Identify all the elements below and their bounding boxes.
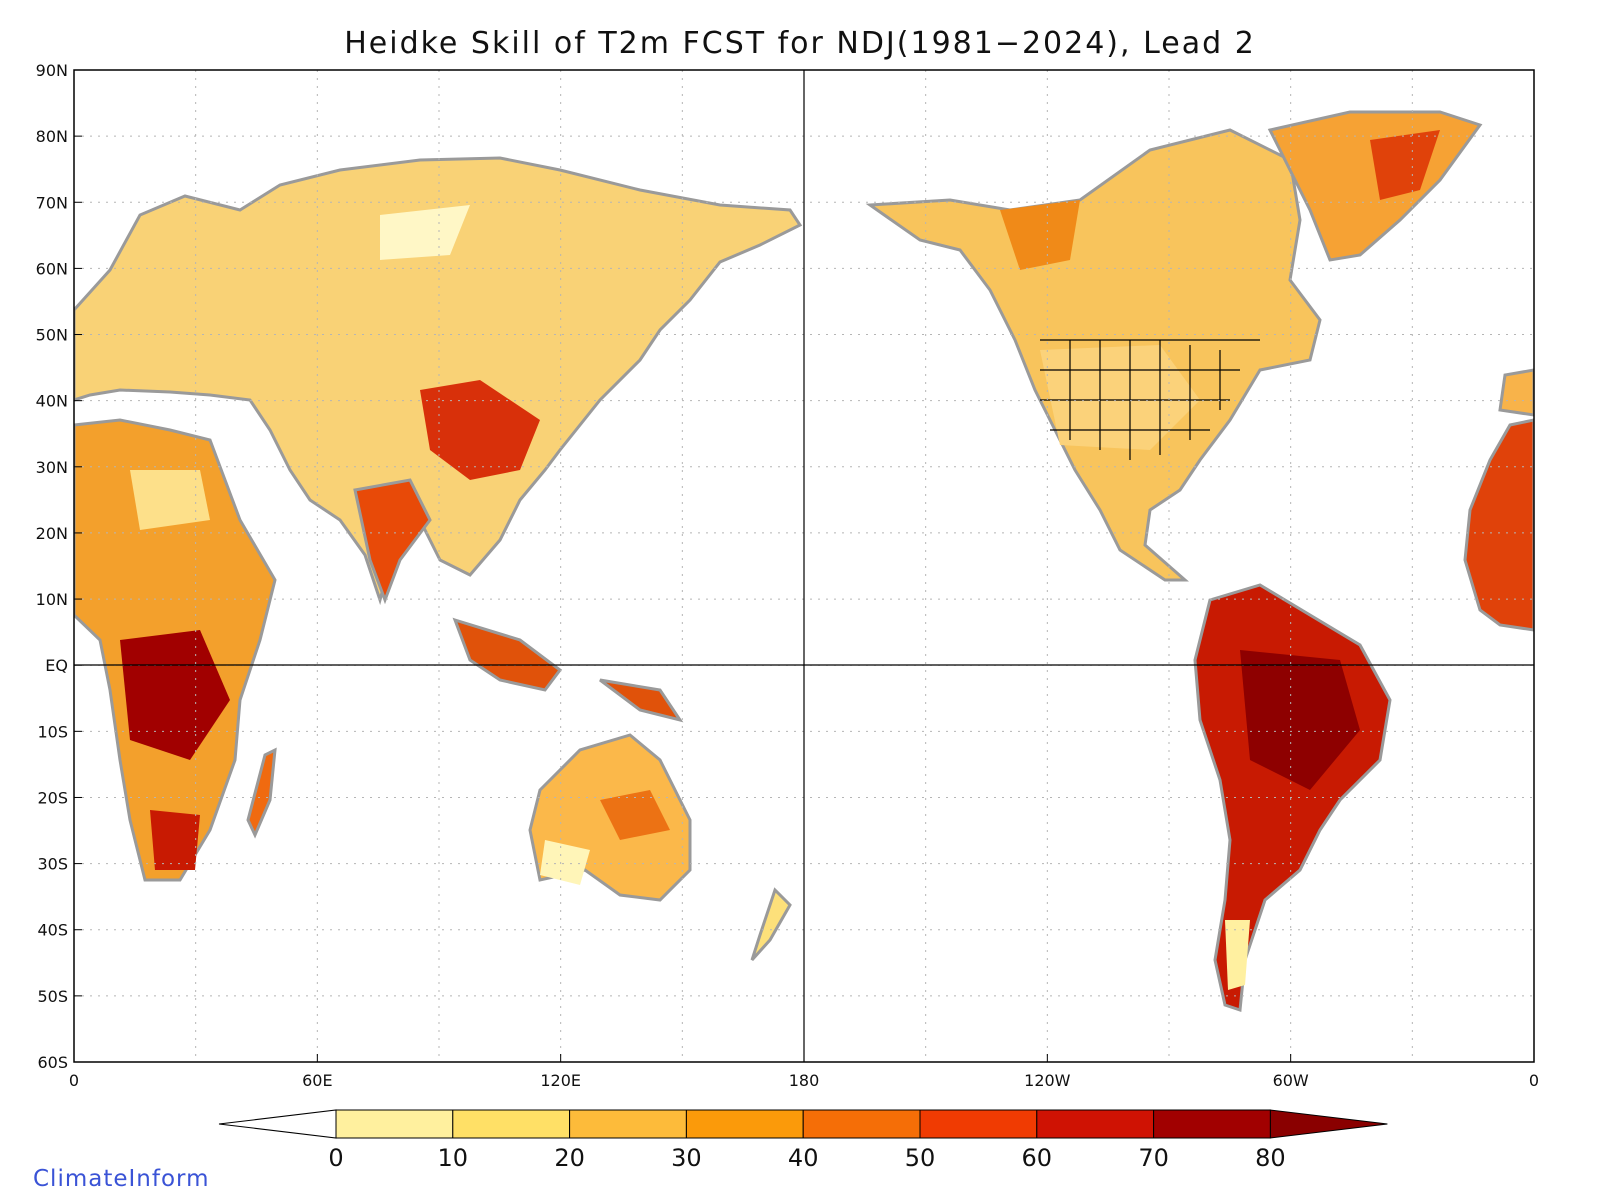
madagascar-land — [246, 747, 277, 839]
colorbar-label: 20 — [554, 1144, 585, 1172]
lat-tick-label: 30N — [36, 458, 68, 477]
skill-patch-canada-mid — [1000, 200, 1080, 270]
lat-tick-label: 70N — [36, 193, 68, 212]
latitude-labels: 90N 80N 70N 60N 50N 40N 30N 20N 10N EQ 10S 20S 30S 40… — [36, 61, 82, 1072]
colorbar-segment — [685, 1109, 804, 1139]
new-zealand-land — [750, 887, 792, 962]
lat-tick-label: 80N — [36, 127, 68, 146]
skill-patch-east-africa-high — [120, 630, 230, 760]
lat-tick-label: 30S — [37, 855, 68, 874]
skill-patch-sahara-mid — [130, 470, 210, 530]
lon-tick-label: 60E — [302, 1071, 332, 1090]
colorbar-label: 30 — [671, 1144, 702, 1172]
greenland-land — [1267, 110, 1483, 262]
colorbar-segment — [1153, 1109, 1271, 1139]
longitude-labels: 0 60E 120E 180 120W 60W 0 — [69, 1054, 1539, 1090]
colorbar-segment — [1036, 1109, 1155, 1139]
colorbar-underflow — [218, 1109, 337, 1139]
colorbar-segment — [335, 1109, 454, 1139]
maritime-continent-land — [452, 617, 684, 723]
colorbar-segment — [919, 1109, 1038, 1139]
india-land — [353, 478, 432, 605]
lat-tick-label: 90N — [36, 61, 68, 80]
lat-tick-label: 10S — [37, 722, 68, 741]
colorbar-label: 60 — [1022, 1144, 1053, 1172]
lat-tick-label: 40N — [36, 392, 68, 411]
colorbar-label: 40 — [788, 1144, 819, 1172]
skill-patch-patagonia-low — [1225, 920, 1250, 990]
lat-tick-label: 50N — [36, 326, 68, 345]
skill-patch-amazon-high — [1240, 650, 1360, 790]
lon-tick-label: 120W — [1024, 1071, 1071, 1090]
lat-tick-label: 50S — [37, 987, 68, 1006]
lat-tick-label: 20S — [37, 788, 68, 807]
lon-tick-label: 120E — [540, 1071, 581, 1090]
colorbar-label: 70 — [1138, 1144, 1169, 1172]
iberia-land-east — [1498, 368, 1534, 417]
skill-patch-siberia-low — [380, 205, 470, 260]
lon-tick-label: 180 — [789, 1071, 820, 1090]
colorbar: 0 10 20 30 40 50 60 70 80 — [218, 1109, 1388, 1172]
lat-tick-label: 20N — [36, 524, 68, 543]
lat-tick-label: 10N — [36, 590, 68, 609]
skill-patch-australia-low — [540, 840, 590, 885]
colorbar-segment — [802, 1109, 921, 1139]
south-america-land — [1193, 583, 1392, 1013]
map-title: Heidke Skill of T2m FCST for NDJ(1981−20… — [344, 26, 1256, 61]
lon-tick-label: 0 — [1529, 1071, 1539, 1090]
lon-tick-label: 60W — [1273, 1071, 1309, 1090]
lat-tick-label: 60S — [37, 1053, 68, 1072]
lon-tick-label: 0 — [69, 1071, 79, 1090]
colorbar-overflow — [1269, 1109, 1388, 1139]
lat-tick-label: EQ — [45, 656, 68, 675]
lat-tick-label: 40S — [37, 921, 68, 940]
skill-patch-greenland-high — [1370, 130, 1440, 200]
credit-label: ClimateInform — [33, 1166, 210, 1192]
lat-tick-label: 60N — [36, 259, 68, 278]
skill-patch-australia-mid — [600, 790, 670, 840]
skill-patch-southern-africa-high — [150, 810, 200, 870]
colorbar-label: 10 — [438, 1144, 469, 1172]
skill-patch-china-high — [420, 380, 540, 480]
state-borders — [1040, 339, 1260, 460]
colorbar-segment — [452, 1109, 571, 1139]
colorbar-segment — [569, 1109, 687, 1139]
colorbar-label: 50 — [905, 1144, 936, 1172]
west-africa-land-east — [1463, 418, 1534, 632]
colorbar-label: 80 — [1255, 1144, 1286, 1172]
colorbar-label: 0 — [328, 1144, 343, 1172]
